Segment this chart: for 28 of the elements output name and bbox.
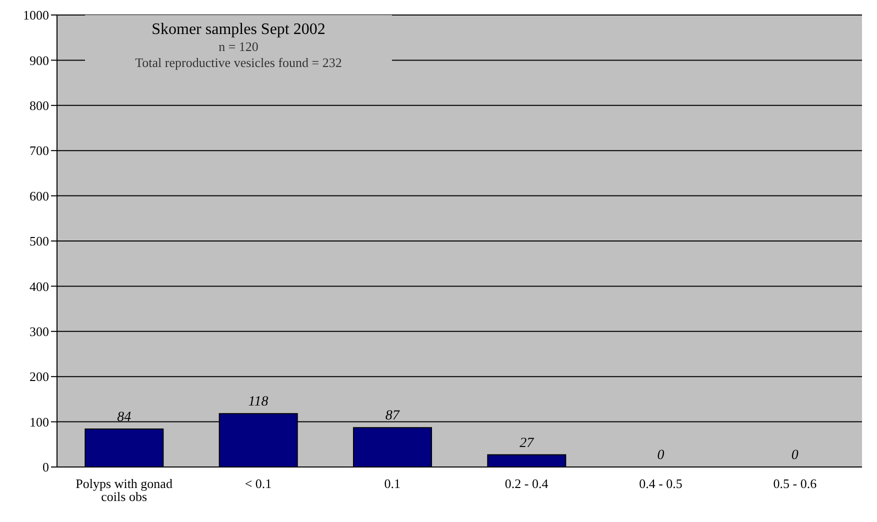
data-label: 84: [117, 410, 132, 426]
annotation: Total reproductive vesicles found = 232: [134, 55, 343, 71]
y-tick-label: 700: [30, 143, 49, 158]
bar: [353, 427, 432, 467]
y-tick-label: 200: [30, 369, 49, 384]
x-tick-label: Polyps with gonad coils obs: [76, 476, 173, 504]
bar: [84, 428, 164, 467]
data-label: 27: [520, 436, 535, 451]
x-tick-label: 0.4 - 0.5: [639, 476, 682, 492]
y-tick-label: 800: [30, 98, 49, 114]
y-tick-label: 600: [30, 188, 49, 204]
y-tick-label: 400: [30, 278, 49, 294]
y-tick-label: 1000: [23, 8, 49, 23]
data-label: 0: [657, 448, 664, 463]
data-label: 118: [248, 394, 268, 410]
bar: [487, 454, 566, 467]
y-tick-label: 500: [30, 234, 49, 249]
y-tick-label: 0: [42, 460, 49, 475]
x-tick-label: 0.5 - 0.6: [773, 476, 818, 492]
data-label: 0: [791, 448, 798, 463]
data-label: 87: [385, 408, 400, 424]
x-tick-label: < 0.1: [244, 476, 272, 492]
y-tick-label: 900: [30, 52, 49, 68]
y-tick-label: 100: [30, 414, 49, 430]
x-tick-label: 0.1: [384, 476, 401, 492]
x-tick-label: 0.2 - 0.4: [504, 476, 549, 492]
y-tick-label: 300: [30, 324, 49, 340]
chart-title: Skomer samples Sept 2002: [150, 21, 326, 39]
